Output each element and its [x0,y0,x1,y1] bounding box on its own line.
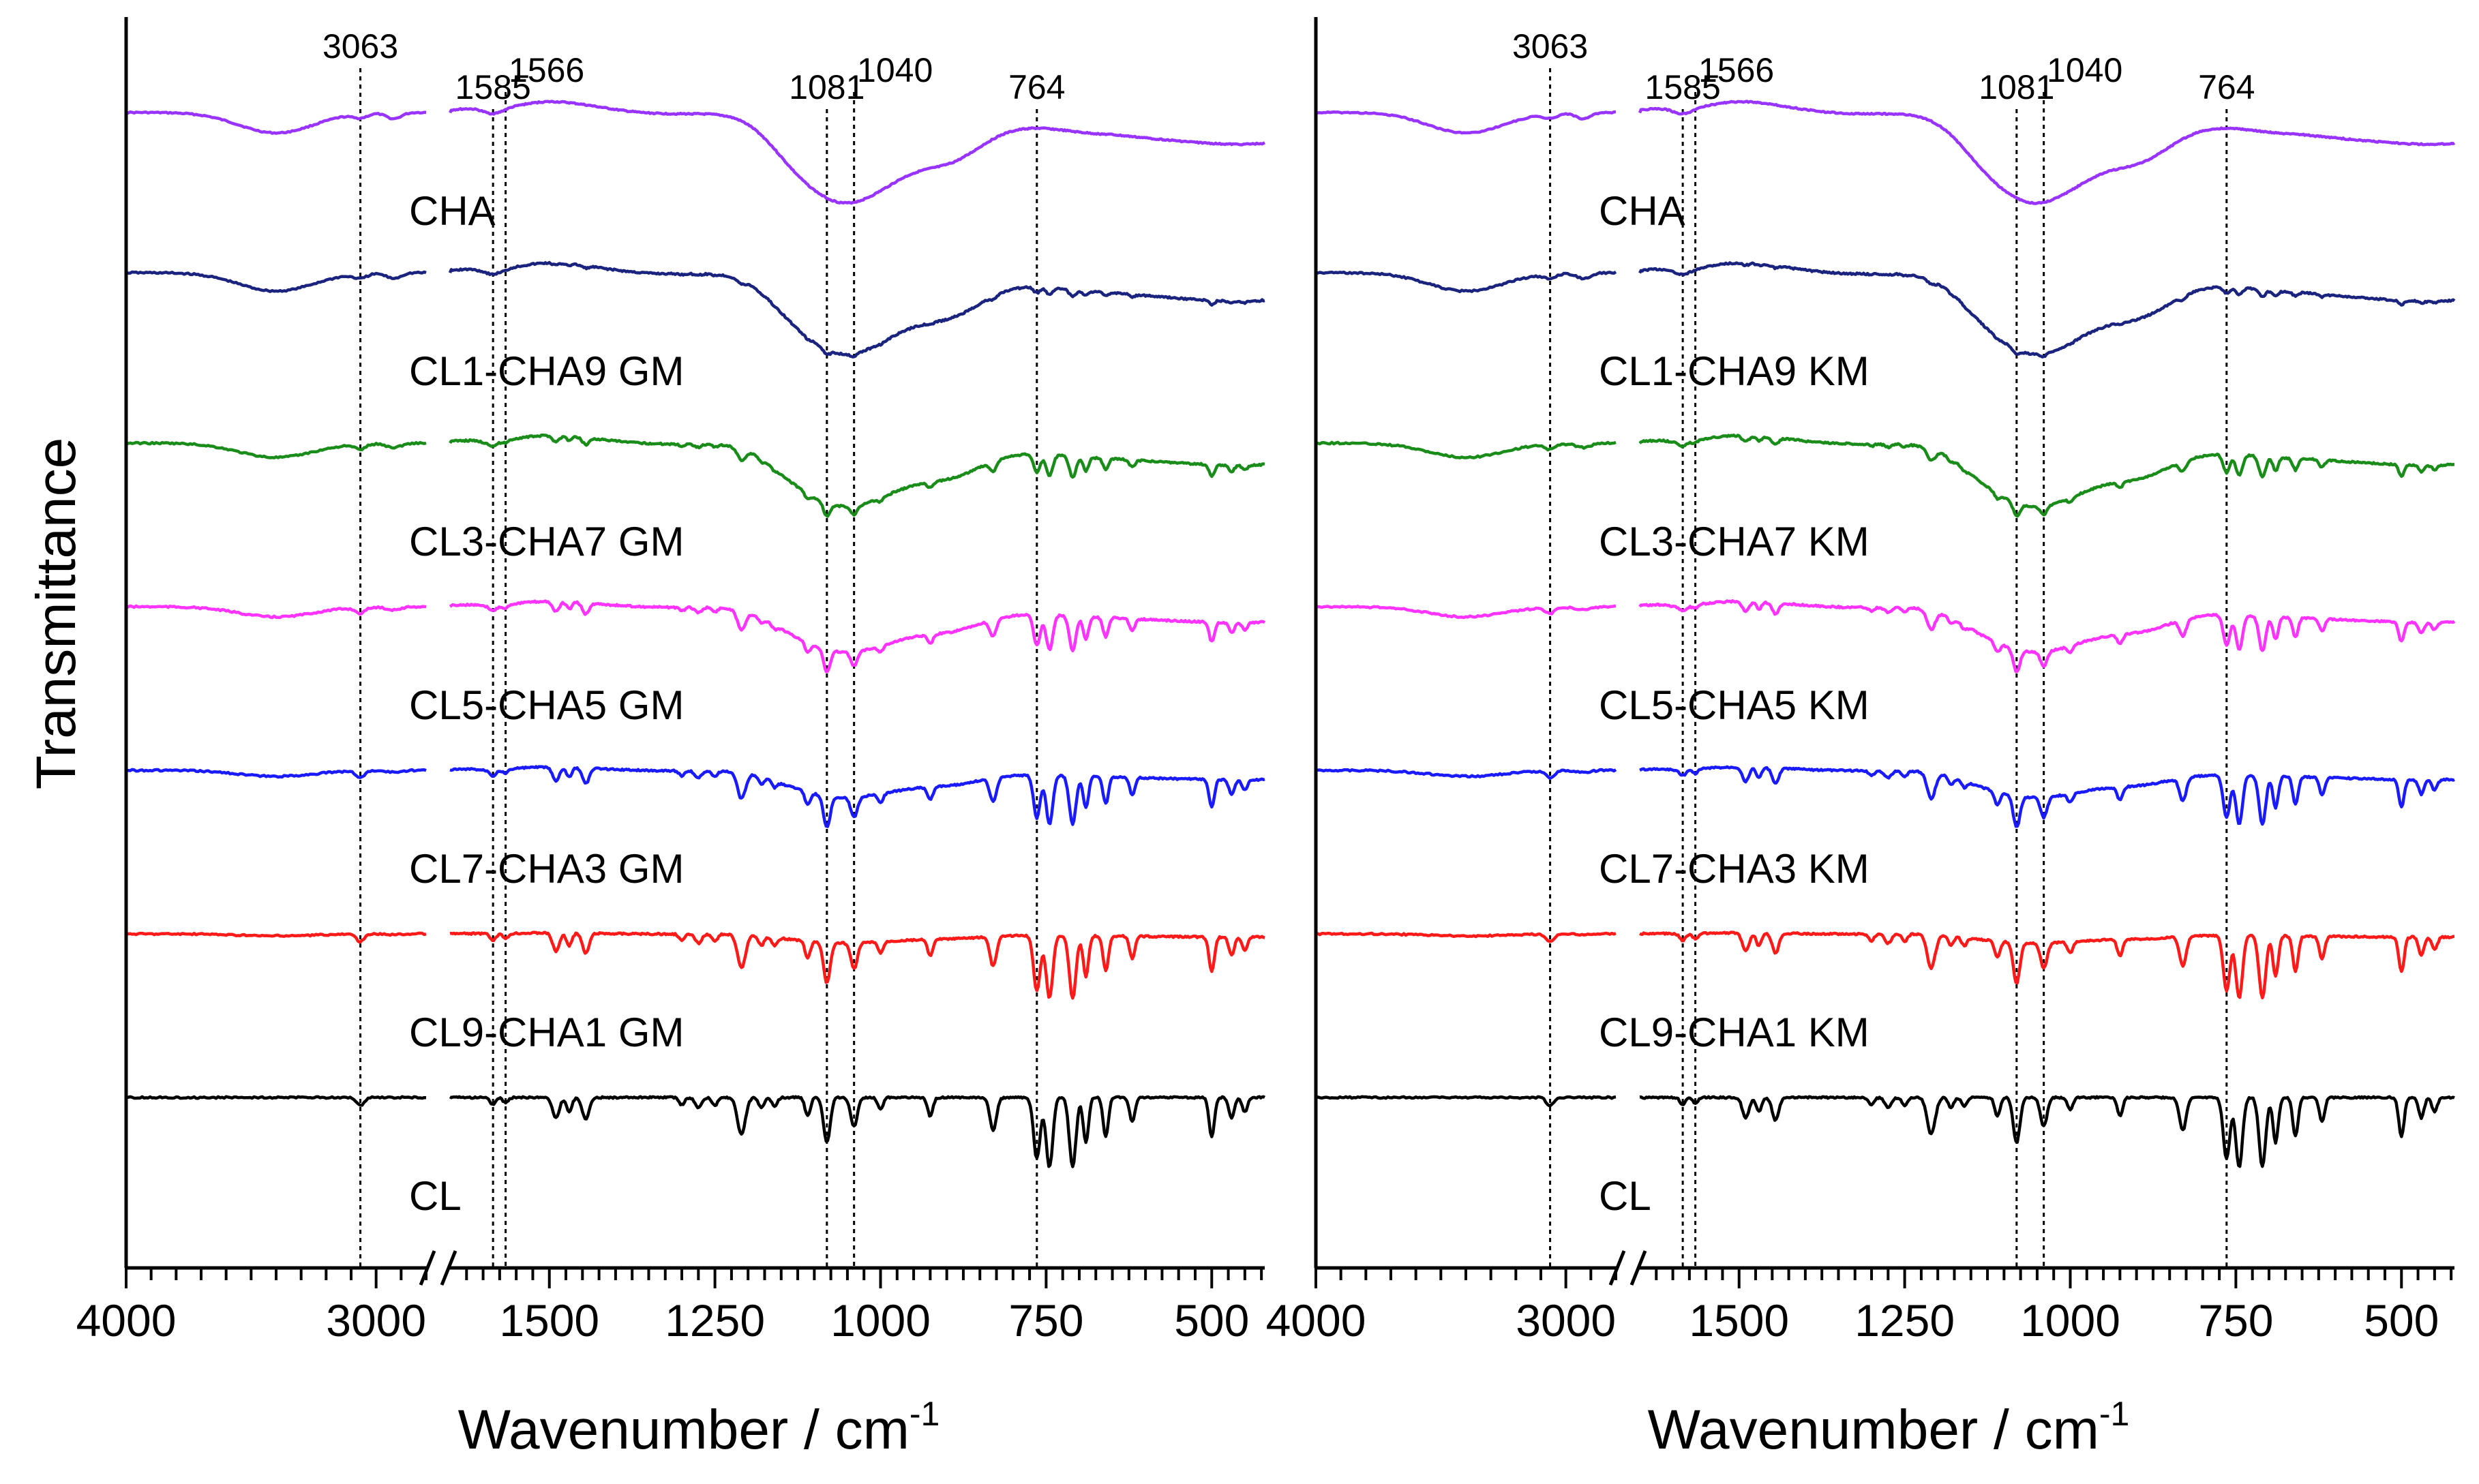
axis-break-mark-2 [440,1250,457,1286]
axis-break-gap [427,1247,449,1288]
x-axis-title-right-sup: -1 [2099,1395,2129,1433]
x-tick-label-1000: 1000 [830,1295,931,1346]
series-label-cl5-cha5-km: CL5-CHA5 KM [1599,682,1869,728]
series-label-cl1-cha9-km: CL1-CHA9 KM [1599,348,1869,394]
series-line-cl-low [449,1095,1266,1168]
series-line-cl5-cha5-gm-high [125,604,427,620]
x-tick-label-1000: 1000 [2020,1295,2120,1346]
x-tick-label-1250: 1250 [1854,1295,1955,1346]
series-line-cl7-cha3-km-high [1315,768,1617,781]
peak-label-1081: 1081 [789,68,865,106]
series-label-cl9-cha1-gm: CL9-CHA1 GM [409,1010,684,1055]
series-label-cha: CHA [409,188,496,234]
peak-label-1040: 1040 [2047,51,2122,89]
series-line-cl7-cha3-gm-high [125,768,427,779]
x-tick-label-4000: 4000 [1266,1295,1366,1346]
x-tick-label-750: 750 [2198,1295,2273,1346]
series-label-cl: CL [1599,1173,1651,1219]
x-tick-label-500: 500 [2364,1295,2439,1346]
peak-label-1566: 1566 [1698,51,1774,89]
series-line-cl9-cha1-km-low [1639,930,2455,1000]
series-label-cl3-cha7-gm: CL3-CHA7 GM [409,519,684,564]
peak-label-3063: 3063 [1512,27,1588,65]
series-line-cl3-cha7-gm-high [125,440,427,459]
series-label-cl7-cha3-gm: CL7-CHA3 GM [409,846,684,892]
series-line-cl9-cha1-gm-low [449,930,1265,1000]
series-line-cl1-cha9-gm-low [448,260,1265,359]
x-tick-label-4000: 4000 [76,1295,177,1346]
x-tick-label-1500: 1500 [1689,1295,1789,1346]
series-label-cl5-cha5-gm: CL5-CHA5 GM [409,682,684,728]
series-line-cha-low [1638,100,2456,205]
series-line-cl3-cha7-gm-low [449,433,1265,518]
x-tick-label-500: 500 [1174,1295,1249,1346]
peak-label-764: 764 [1008,68,1065,106]
series-line-cl9-cha1-gm-high [125,931,427,944]
series-line-cl5-cha5-km-low [1638,599,2456,673]
series-line-cl7-cha3-gm-low [449,765,1265,828]
series-label-cha: CHA [1599,188,1685,234]
series-line-cl3-cha7-km-high [1315,440,1617,459]
series-label-cl1-cha9-gm: CL1-CHA9 GM [409,348,684,394]
series-line-cl9-cha1-km-high [1316,931,1617,943]
x-tick-label-1500: 1500 [499,1295,599,1346]
series-line-cl7-cha3-km-low [1639,765,2455,828]
peak-label-1040: 1040 [857,51,933,89]
series-line-cl-low [1639,1095,2455,1168]
x-axis-title-left-text: Wavenumber / cm [458,1399,910,1461]
axis-break-mark-2 [1629,1250,1647,1286]
x-tick-label-750: 750 [1008,1295,1083,1346]
peak-label-1585: 1585 [1645,68,1721,106]
series-line-cl-high [1315,1095,1617,1108]
series-line-cl-high [125,1095,427,1107]
series-line-cl1-cha9-km-high [1315,270,1617,294]
x-axis-title-left-sup: -1 [910,1395,940,1433]
x-tick-label-3000: 3000 [326,1295,426,1346]
x-tick-label-3000: 3000 [1516,1295,1616,1346]
series-line-cl1-cha9-gm-high [125,270,427,293]
peak-label-1081: 1081 [1979,68,2054,106]
x-axis-title-right-text: Wavenumber / cm [1648,1399,2099,1461]
x-tick-label-1250: 1250 [665,1295,765,1346]
x-axis-title-left: Wavenumber / cm-1 [458,1395,940,1461]
series-label-cl3-cha7-km: CL3-CHA7 KM [1599,519,1869,564]
series-label-cl9-cha1-km: CL9-CHA1 KM [1599,1010,1869,1055]
series-line-cha-low [448,100,1266,205]
peak-label-764: 764 [2198,68,2255,106]
series-line-cl1-cha9-km-low [1638,261,2456,359]
series-line-cl5-cha5-km-high [1315,604,1617,620]
series-line-cha-high [125,110,427,135]
peak-label-1566: 1566 [509,51,584,89]
series-label-cl: CL [409,1173,462,1219]
peak-label-3063: 3063 [322,27,398,65]
series-label-cl7-cha3-km: CL7-CHA3 KM [1599,846,1869,892]
peak-label-1585: 1585 [455,68,531,106]
x-axis-title-right: Wavenumber / cm-1 [1648,1395,2130,1461]
series-line-cl3-cha7-km-low [1638,434,2455,518]
y-axis-title: Transmittance [25,438,87,789]
series-line-cha-high [1315,110,1617,135]
series-line-cl5-cha5-gm-low [449,599,1266,673]
axis-break-gap [1617,1247,1638,1288]
